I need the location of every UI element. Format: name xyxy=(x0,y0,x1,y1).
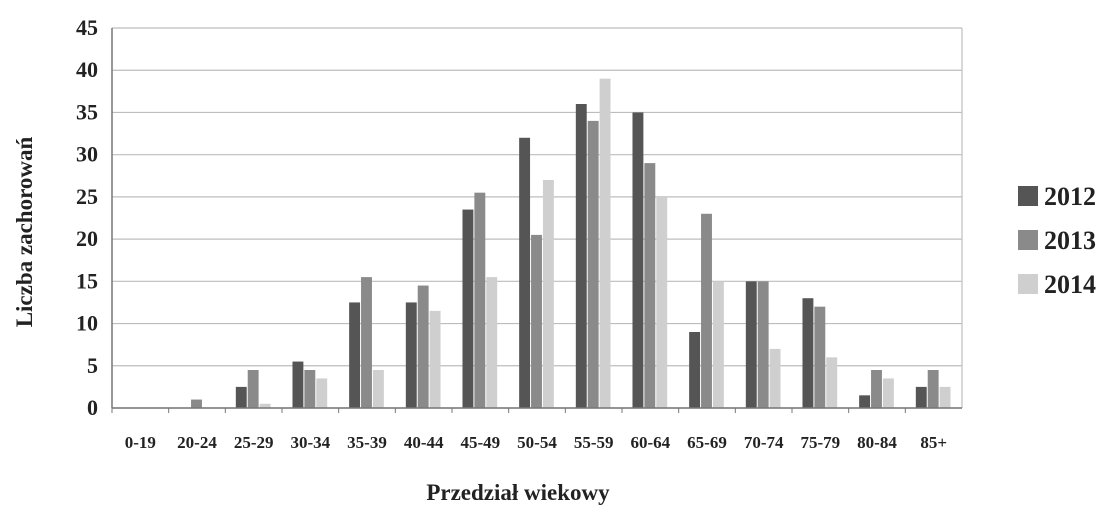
bar-2014-80-84 xyxy=(882,378,894,408)
x-tick-label: 20-24 xyxy=(177,433,217,452)
y-tick-label: 10 xyxy=(76,311,98,336)
legend: 2012 2013 2014 xyxy=(1018,182,1096,299)
x-tick-label: 65-69 xyxy=(687,433,727,452)
x-axis-title: Przedział wiekowy xyxy=(426,480,610,505)
legend-swatch-2012 xyxy=(1018,186,1038,206)
bars xyxy=(191,78,951,409)
legend-swatch-2013 xyxy=(1018,230,1038,250)
y-tick-label: 45 xyxy=(76,15,98,40)
bar-2013-55-59 xyxy=(587,120,599,408)
bar-2013-75-79 xyxy=(814,306,826,408)
bar-2012-45-49 xyxy=(462,209,474,408)
x-tick-label: 75-79 xyxy=(800,433,840,452)
bar-2014-50-54 xyxy=(542,180,554,408)
y-tick-label: 25 xyxy=(76,184,98,209)
bar-2012-75-79 xyxy=(802,298,814,408)
legend-swatch-2014 xyxy=(1018,274,1038,294)
x-tick-label: 50-54 xyxy=(517,433,557,452)
bar-2012-80-84 xyxy=(859,395,871,408)
bar-2013-85+ xyxy=(927,370,939,408)
bar-2013-65-69 xyxy=(701,213,712,408)
axes xyxy=(111,28,962,413)
x-tick-label: 85+ xyxy=(920,433,947,452)
bar-2012-85+ xyxy=(915,386,927,408)
bar-2013-60-64 xyxy=(644,163,656,408)
y-tick-labels: 0 5 10 15 20 25 30 35 40 45 xyxy=(76,15,98,420)
bar-2013-45-49 xyxy=(474,192,486,408)
x-tick-label: 60-64 xyxy=(630,433,670,452)
y-tick-label: 35 xyxy=(76,99,98,124)
bar-2014-25-29 xyxy=(259,403,271,408)
bar-2014-35-39 xyxy=(372,370,384,408)
bar-2014-75-79 xyxy=(826,357,838,408)
y-tick-label: 5 xyxy=(87,353,98,378)
x-tick-label: 45-49 xyxy=(460,433,500,452)
y-tick-label: 15 xyxy=(76,268,98,293)
bar-2013-35-39 xyxy=(361,277,372,408)
x-tick-label: 0-19 xyxy=(125,433,156,452)
legend-label: 2013 xyxy=(1044,226,1096,255)
bar-2012-30-34 xyxy=(292,361,304,408)
y-tick-label: 40 xyxy=(76,57,98,82)
bar-2013-70-74 xyxy=(757,281,769,408)
bar-2014-65-69 xyxy=(712,281,724,408)
y-tick-label: 20 xyxy=(76,226,98,251)
x-tick-label: 25-29 xyxy=(234,433,274,452)
bar-2014-45-49 xyxy=(486,277,498,408)
x-tick-label: 30-34 xyxy=(290,433,330,452)
bar-2014-40-44 xyxy=(429,310,441,408)
bar-2013-80-84 xyxy=(871,370,882,408)
y-axis-title: Liczba zachorowań xyxy=(12,136,37,327)
bar-2012-25-29 xyxy=(235,386,247,408)
bar-2012-60-64 xyxy=(632,112,644,408)
bar-2012-50-54 xyxy=(519,137,531,408)
x-tick-label: 40-44 xyxy=(404,433,444,452)
bar-2013-30-34 xyxy=(304,370,316,408)
y-tick-label: 0 xyxy=(87,395,98,420)
x-tick-label: 70-74 xyxy=(744,433,784,452)
bar-2012-55-59 xyxy=(575,104,587,408)
bar-2014-70-74 xyxy=(769,348,781,408)
bar-2013-40-44 xyxy=(417,285,429,408)
legend-label: 2012 xyxy=(1044,182,1096,211)
x-tick-labels: 0-19 20-24 25-29 30-34 35-39 40-44 45-49 50-54 5… xyxy=(125,433,947,452)
bar-2012-35-39 xyxy=(349,302,361,408)
bar-2014-60-64 xyxy=(656,196,668,408)
x-tick-label: 35-39 xyxy=(347,433,387,452)
x-tick-label: 55-59 xyxy=(574,433,614,452)
bar-2013-25-29 xyxy=(247,370,259,408)
bar-2013-20-24 xyxy=(191,399,202,408)
legend-label: 2014 xyxy=(1044,270,1096,299)
bar-2014-30-34 xyxy=(316,378,328,408)
bar-2014-85+ xyxy=(939,386,951,408)
bar-2012-70-74 xyxy=(745,281,757,408)
x-tick-label: 80-84 xyxy=(857,433,897,452)
bar-2012-65-69 xyxy=(689,332,701,408)
bar-2013-50-54 xyxy=(531,234,542,408)
bar-2012-40-44 xyxy=(405,302,417,408)
y-tick-label: 30 xyxy=(76,142,98,167)
bar-2014-55-59 xyxy=(599,78,611,409)
